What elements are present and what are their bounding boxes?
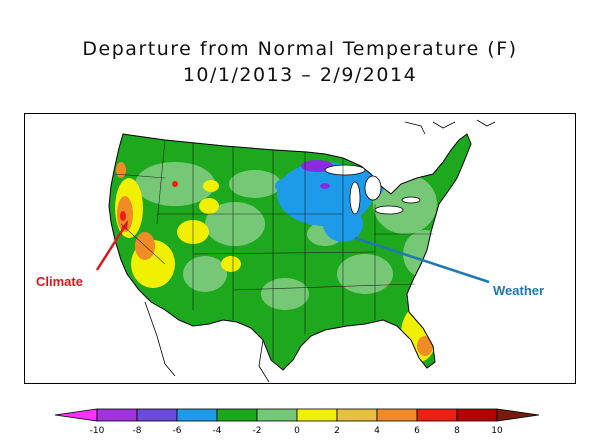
great-lakes [324,164,421,215]
colorbar-tick-label: 6 [414,426,420,436]
colorbar-bin [296,408,338,422]
map-date-range: 10/1/2013 – 2/9/2014 [182,64,418,86]
state-boundaries [114,139,433,360]
colorbar-high-cap [496,408,540,422]
colorbar-tick-label: 10 [491,426,503,436]
colorbar-bin [456,408,498,422]
temperature-anomaly-map [24,113,576,384]
temperature-colorbar: -10 -8 -6 -4 -2 0 2 4 6 8 10 [54,408,540,436]
colorbar-tick-label: -4 [213,426,222,436]
colorbar-tick-label: 0 [294,426,300,436]
colorbar-bin [176,408,218,422]
map-title: Departure from Normal Temperature (F) [82,38,518,60]
colorbar-tick-label: -8 [133,426,142,436]
colorbar-bin [96,408,138,422]
colorbar-bin [376,408,418,422]
colorbar-bin [136,408,178,422]
climate-arrow [95,220,128,271]
colorbar-bin [256,408,298,422]
colorbar-bin [216,408,258,422]
colorbar-tick-label: -10 [90,426,105,436]
colorbar-tick-label: 4 [374,426,380,436]
map-canvas [95,119,496,383]
colorbar-bin [336,408,378,422]
weather-pointer-line [354,236,490,284]
colorbar-bin [416,408,458,422]
climate-annotation: Climate [36,274,83,289]
colorbar-tick-label: -6 [173,426,182,436]
colorbar-tick-label: 2 [334,426,340,436]
red-warm-anomaly-regions [120,181,178,221]
weather-annotation: Weather [493,283,545,298]
neighboring-coastlines [144,119,496,383]
colorbar-tick-label: -2 [253,426,262,436]
colorbar-low-cap [54,408,98,422]
colorbar-tick-label: 8 [454,426,460,436]
